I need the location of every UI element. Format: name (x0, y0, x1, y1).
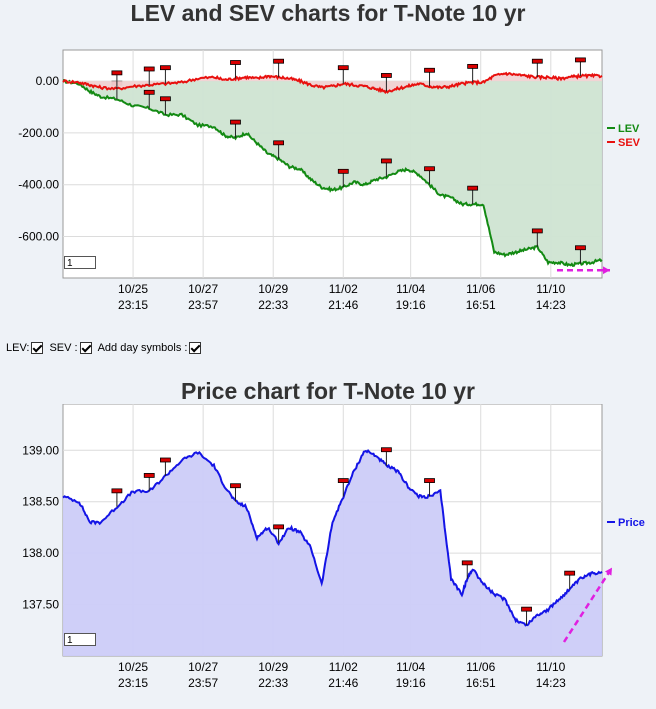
x-tick-time: 21:46 (328, 298, 358, 312)
x-tick-time: 22:33 (258, 676, 288, 690)
x-tick-time: 23:57 (188, 298, 218, 312)
x-tick-date: 10/25 (118, 282, 148, 296)
x-tick-time: 23:15 (118, 298, 148, 312)
x-tick-date: 10/27 (188, 282, 218, 296)
day-symbol-flag (467, 185, 479, 191)
day-symbol-flag (143, 66, 155, 72)
y-tick-label: -200.00 (18, 126, 59, 140)
x-tick-date: 10/25 (118, 660, 148, 674)
day-symbol-flag (111, 488, 123, 494)
price-zoom-input[interactable]: 1 (64, 633, 96, 646)
y-tick-label: 137.50 (22, 598, 59, 612)
lev-toggle-label: LEV: (6, 342, 30, 354)
day-symbol-flag (230, 483, 241, 489)
day-symbol-flag (273, 140, 285, 146)
legend-label-lev: LEV (618, 123, 640, 135)
x-tick-time: 19:16 (396, 298, 426, 312)
legend-label-sev: SEV (618, 137, 641, 149)
day-symbol-flag (111, 70, 123, 76)
sev-toggle-label: SEV : (49, 342, 78, 354)
legend-label-price: Price (618, 517, 645, 529)
y-tick-label: -600.00 (18, 230, 59, 244)
series-toggle-controls: LEV: SEV : Add day symbols : (6, 342, 205, 354)
series-area-price (63, 450, 602, 656)
sev-toggle-checkbox[interactable] (79, 342, 92, 354)
day-symbol-flag (461, 560, 473, 566)
day-symbol-flag (160, 96, 171, 102)
day-symbol-flag (424, 478, 435, 483)
day-symbol-flag (143, 89, 155, 95)
x-tick-date: 10/29 (258, 660, 288, 674)
day-symbols-label: Add day symbols : (97, 342, 188, 354)
day-symbol-flag (531, 58, 543, 64)
x-tick-date: 11/10 (536, 282, 565, 296)
x-tick-time: 14:23 (536, 676, 566, 690)
day-symbol-flag (160, 457, 171, 463)
x-tick-time: 16:51 (466, 298, 496, 312)
lev-toggle-checkbox[interactable] (31, 342, 44, 354)
series-area-sev (63, 73, 602, 93)
day-symbol-flag (564, 570, 576, 576)
x-tick-date: 11/04 (396, 660, 425, 674)
x-tick-time: 19:16 (396, 676, 426, 690)
day-symbol-flag (380, 158, 392, 164)
y-tick-label: 139.00 (22, 443, 59, 457)
day-symbol-flag (337, 478, 349, 483)
day-symbol-flag (273, 524, 285, 530)
series-line-sev (62, 71, 603, 95)
day-symbol-flag (143, 473, 155, 478)
day-symbol-flag (575, 245, 586, 251)
y-tick-label: 0.00 (36, 74, 60, 88)
day-symbol-flag (380, 73, 392, 78)
x-tick-time: 23:57 (188, 676, 218, 690)
price-chart-title: Price chart for T-Note 10 yr (181, 378, 475, 404)
day-symbol-flag (337, 168, 349, 174)
day-symbols-checkbox[interactable] (189, 342, 202, 354)
x-tick-date: 11/04 (396, 282, 425, 296)
day-symbol-flag (575, 57, 586, 63)
x-tick-time: 14:23 (536, 298, 566, 312)
day-symbol-flag (160, 65, 171, 71)
x-tick-date: 11/06 (466, 660, 495, 674)
day-symbol-flag (230, 60, 241, 65)
x-tick-time: 21:46 (328, 676, 358, 690)
y-tick-label: 138.00 (22, 546, 59, 560)
lev-sev-chart: 10/25 23:15 10/27 23:57 10/29 22:33 11/02 21:46… (18, 49, 641, 312)
day-symbol-flag (531, 228, 543, 234)
day-symbol-flag (424, 166, 435, 172)
day-symbol-flag (380, 447, 392, 453)
y-tick-label: 138.50 (22, 495, 59, 509)
trend-arrow-head (602, 266, 610, 275)
day-symbol-flag (424, 67, 435, 73)
x-tick-time: 16:51 (466, 676, 496, 690)
x-tick-date: 10/27 (188, 660, 218, 674)
y-tick-label: -400.00 (18, 178, 59, 192)
day-symbol-flag (467, 63, 479, 69)
series-line-lev (62, 79, 603, 268)
day-symbol-flag (521, 606, 532, 612)
day-symbol-flag (337, 65, 349, 71)
x-tick-date: 11/02 (329, 282, 358, 296)
day-symbol-flag (230, 119, 241, 125)
x-tick-date: 11/06 (466, 282, 495, 296)
trend-arrow-line (562, 566, 614, 643)
x-tick-date: 10/29 (258, 282, 288, 296)
price-chart: 10/25 23:15 10/27 23:57 10/29 22:33 11/02 21:46… (22, 404, 645, 690)
day-symbol-flag (273, 58, 285, 64)
x-tick-date: 11/02 (329, 660, 358, 674)
trend-arrow-head (604, 567, 612, 576)
lev-sev-chart-title: LEV and SEV charts for T-Note 10 yr (130, 0, 526, 26)
series-area-lev (63, 80, 602, 266)
x-tick-time: 22:33 (258, 298, 288, 312)
x-tick-time: 23:15 (118, 676, 148, 690)
x-tick-date: 11/10 (536, 660, 565, 674)
lev-sev-zoom-input[interactable]: 1 (64, 256, 96, 269)
series-line-price (62, 449, 603, 627)
